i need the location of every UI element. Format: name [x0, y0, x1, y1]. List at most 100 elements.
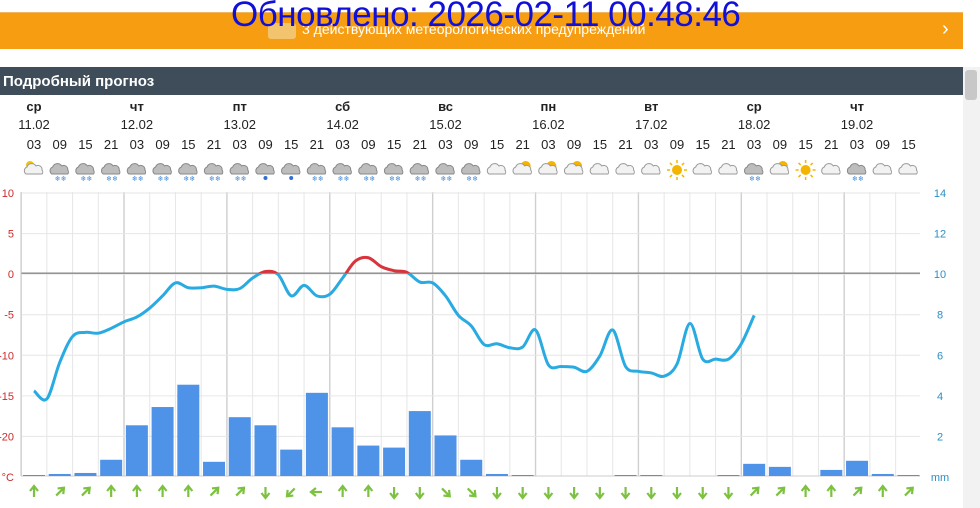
warnings-banner[interactable]	[0, 12, 963, 49]
precipitation-bar	[434, 435, 457, 476]
section-title: Подробный прогноз	[3, 73, 155, 90]
hour-label: 09	[155, 137, 170, 152]
wind-arrow-head	[337, 484, 348, 492]
hour-label: 03	[644, 137, 659, 152]
precipitation-bar	[177, 384, 200, 476]
cloud-snow-icon: ❄ ❄	[101, 163, 121, 183]
wind-arrow-shaft	[466, 487, 476, 497]
cloud-shape	[332, 163, 352, 175]
cloud-shape	[589, 163, 610, 175]
wind-arrow-head	[543, 492, 554, 500]
precipitation-bar	[23, 474, 45, 476]
cloud-shape	[75, 163, 95, 175]
hour-label: 03	[849, 137, 865, 152]
wind-arrow-shaft	[235, 487, 245, 497]
cloud-icon	[692, 163, 712, 175]
cloud-icon	[898, 163, 918, 175]
wind-arrow-icon	[800, 484, 811, 497]
left-axis-tick: -20	[0, 431, 14, 443]
cloud-snow-icon: ❄ ❄	[846, 163, 867, 183]
wind-arrow-head	[906, 486, 914, 495]
wind-arrow-shaft	[852, 487, 862, 497]
rain-drop	[289, 176, 294, 180]
snowflake: ❄	[164, 175, 170, 183]
wind-arrow-head	[672, 492, 682, 500]
right-axis-tick: 14	[934, 188, 946, 200]
wind-arrow-icon	[492, 487, 502, 500]
sun-icon	[667, 160, 687, 180]
left-axis-tick: -10	[0, 350, 14, 362]
cloud-icon	[641, 163, 661, 175]
sun-ray	[810, 174, 814, 178]
left-axis-tick: °C	[2, 472, 14, 484]
snowflake: ❄	[369, 175, 375, 183]
wind-arrow-head	[826, 484, 837, 492]
precipitation-bar	[100, 459, 123, 476]
wind-arrow-head	[260, 492, 271, 500]
cloud-snow-icon: ❄ ❄	[332, 163, 352, 183]
cloud-shape	[229, 163, 250, 175]
precipitation-bar	[151, 407, 174, 476]
wind-arrow-head	[697, 492, 708, 500]
snowflake: ❄	[106, 175, 112, 183]
wind-arrow-head	[183, 484, 194, 492]
cloud-shape	[126, 163, 147, 175]
precipitation-bar	[743, 463, 766, 476]
cloud-shape	[23, 163, 44, 175]
wind-arrow-head	[594, 492, 605, 500]
snowflake: ❄	[852, 175, 858, 183]
wind-arrow-head	[363, 484, 374, 492]
cloud-shape	[538, 163, 558, 175]
hour-label: 09	[361, 137, 376, 152]
cloud-snow-icon: ❄ ❄	[152, 163, 172, 183]
hour-label: 03	[26, 137, 42, 152]
wind-arrow-icon	[594, 487, 605, 500]
cloud-shape	[718, 163, 738, 175]
day-date: 16.02	[532, 117, 565, 132]
hour-label: 09	[258, 137, 273, 152]
wind-arrow-icon	[672, 487, 682, 500]
wind-arrow-icon	[620, 487, 631, 500]
snowflake: ❄	[415, 175, 421, 183]
warnings-text[interactable]: 3 действующих метеорологических предупре…	[302, 21, 646, 37]
hour-label: 21	[618, 137, 633, 152]
wind-arrow-icon	[414, 487, 425, 500]
hour-label: 21	[103, 137, 119, 152]
cloud-icon	[821, 163, 841, 175]
day-name: вт	[644, 99, 659, 114]
wind-arrow-icon	[904, 486, 914, 497]
wind-arrow-icon	[106, 484, 117, 497]
hour-label: 15	[386, 137, 402, 152]
cloud-snow-icon: ❄ ❄	[744, 163, 764, 183]
cloud-shape	[846, 163, 867, 175]
wind-arrow-icon	[285, 487, 296, 498]
cloud-snow-icon: ❄ ❄	[126, 163, 147, 183]
cloud-shape	[744, 163, 764, 175]
snowflake: ❄	[241, 175, 247, 183]
chevron-right-icon[interactable]: ›	[942, 18, 949, 40]
cloud-shape	[281, 163, 301, 175]
wind-arrow-icon	[569, 487, 579, 500]
hour-label: 21	[412, 137, 428, 152]
cloud-shape	[101, 163, 121, 175]
cloud-icon	[718, 163, 738, 175]
cloud-icon	[872, 163, 893, 175]
snowflake: ❄	[138, 175, 144, 183]
sun-icon	[795, 160, 816, 180]
snowflake: ❄	[363, 175, 369, 183]
wind-arrow-icon	[517, 487, 528, 500]
cloud-shape	[461, 163, 481, 175]
cloud-shape	[306, 163, 327, 175]
scrollbar-thumb[interactable]	[965, 70, 977, 100]
wind-arrow-icon	[466, 487, 477, 498]
wind-arrow-shaft	[209, 487, 219, 497]
wind-arrow-shaft	[904, 487, 913, 497]
sun-cloud-icon	[538, 161, 558, 175]
wind-arrow-icon	[441, 487, 452, 498]
sun-disc	[800, 165, 811, 175]
wind-arrow-head	[443, 489, 452, 498]
scrollbar[interactable]	[963, 67, 980, 508]
cloud-snow-icon: ❄ ❄	[75, 163, 95, 183]
wind-arrow-icon	[309, 487, 322, 497]
day-name: ср	[746, 99, 762, 114]
